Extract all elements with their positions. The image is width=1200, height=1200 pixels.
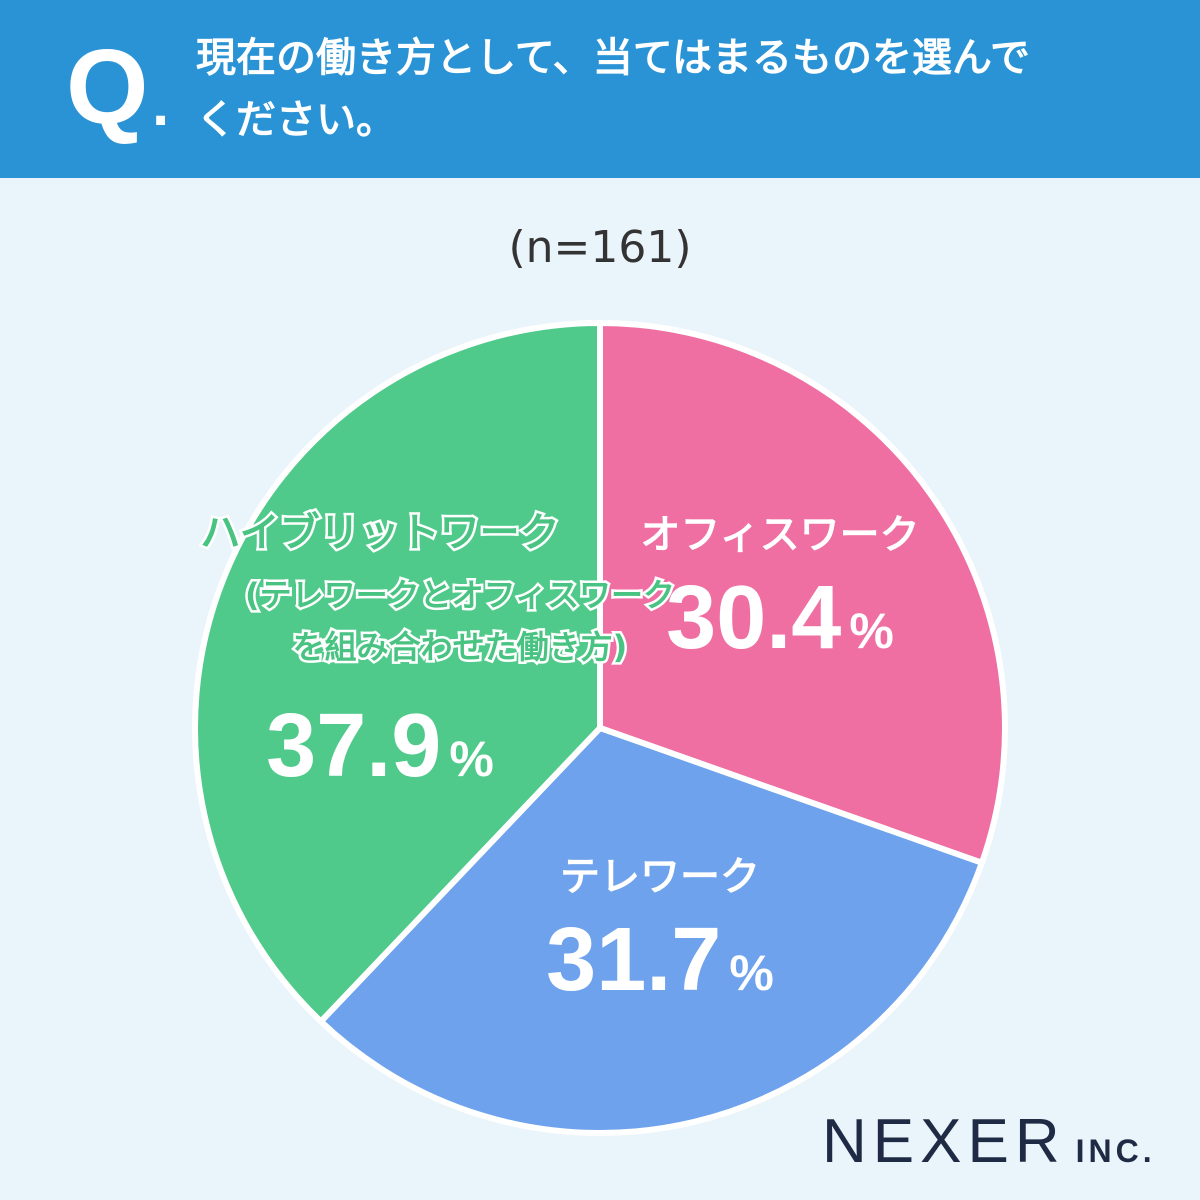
question-header: Q . 現在の働き方として、当てはまるものを選んで ください。: [0, 0, 1200, 178]
question-mark: Q: [66, 28, 149, 146]
slice-label-tele: テレワーク: [560, 854, 760, 900]
logo-wordmark: NEXER: [822, 1107, 1066, 1176]
slice-label-hybrid: ハイブリットワーク: [200, 510, 559, 556]
sample-size: (n=161): [508, 222, 692, 273]
slice-value-hybrid: 37.9%: [266, 696, 494, 796]
company-logo: NEXER INC.: [822, 1106, 1156, 1177]
slice-value-office: 30.4%: [666, 568, 894, 668]
question-text-line2: ください。: [196, 97, 396, 143]
pie-slice-hybrid: [192, 320, 603, 1025]
pie-slice-tele: [317, 725, 985, 1136]
pie-slice-office: [597, 320, 1008, 866]
question-dot: .: [152, 70, 170, 139]
slice-sublabel-hybrid-2: を組み合わせた働き方): [293, 628, 628, 666]
logo-suffix: INC.: [1075, 1133, 1156, 1169]
slice-value-tele: 31.7%: [546, 910, 774, 1010]
slice-label-office: オフィスワーク: [640, 512, 919, 558]
question-text-line1: 現在の働き方として、当てはまるものを選んで: [196, 35, 1030, 81]
slice-sublabel-hybrid-1: (テレワークとオフィスワーク: [245, 576, 675, 614]
